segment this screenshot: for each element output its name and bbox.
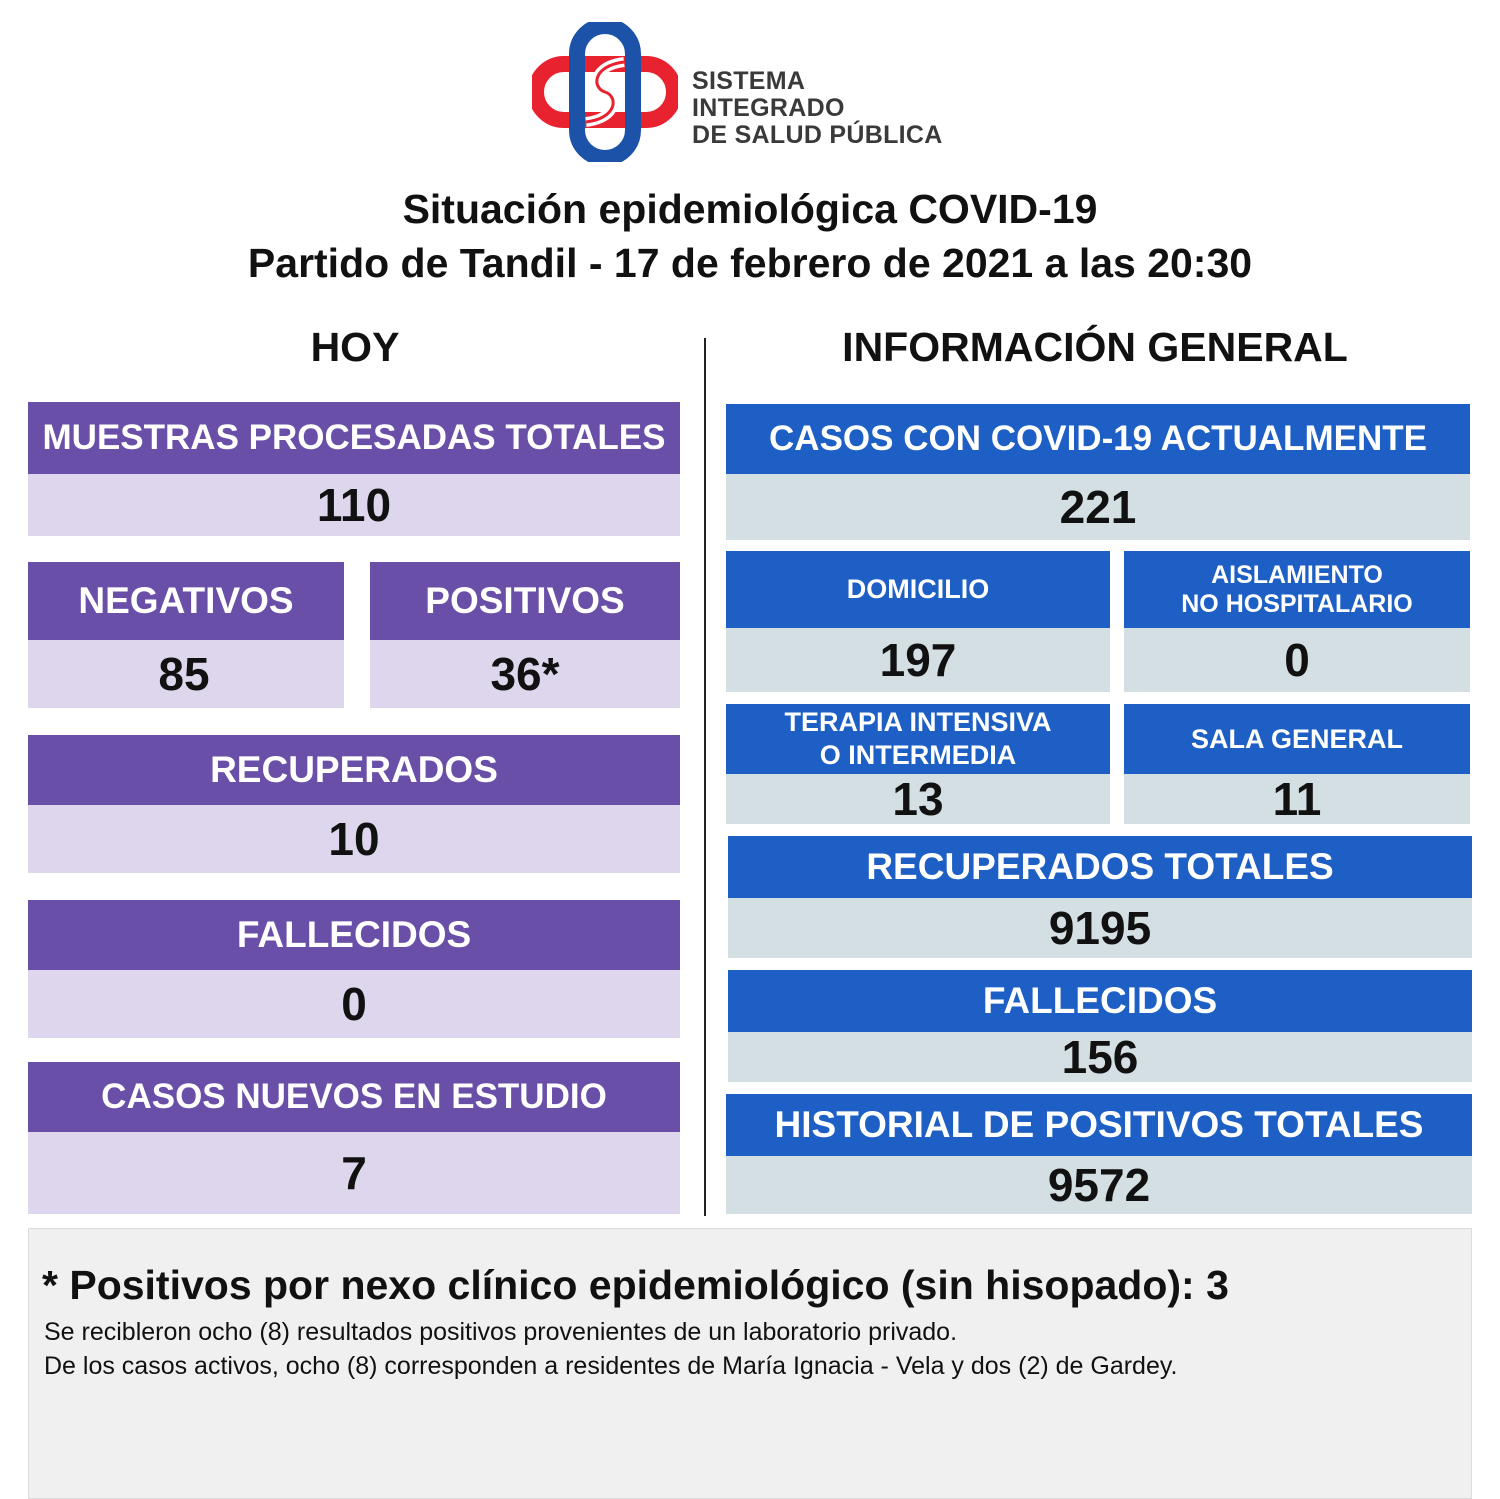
fallecidos-totales-value: 156 [728, 1031, 1472, 1083]
casos-actuales-value: 221 [726, 474, 1470, 540]
historial-header: HISTORIAL DE POSITIVOS TOTALES [726, 1094, 1472, 1156]
fallecidos-totales-header: FALLECIDOS [728, 970, 1472, 1032]
sala-general-header: SALA GENERAL [1124, 704, 1470, 774]
aislamiento-label-line2: NO HOSPITALARIO [1181, 589, 1413, 618]
terapia-label-line1: TERAPIA INTENSIVA [784, 707, 1052, 737]
notes-panel [28, 1228, 1472, 1499]
logo-line-2: DE SALUD PÚBLICA [692, 121, 943, 149]
hoy-heading: HOY [310, 324, 400, 370]
aislamiento-header: AISLAMIENTO NO HOSPITALARIO [1124, 551, 1470, 628]
note-line-1: Se recibleron ocho (8) resultados positi… [44, 1318, 958, 1346]
casos-actuales-header: CASOS CON COVID-19 ACTUALMENTE [726, 404, 1470, 474]
historial-value: 9572 [726, 1156, 1472, 1214]
aislamiento-label-line1: AISLAMIENTO [1211, 560, 1383, 589]
logo-line-1: SISTEMA INTEGRADO [692, 67, 845, 122]
domicilio-value: 197 [726, 628, 1110, 692]
casos-nuevos-header: CASOS NUEVOS EN ESTUDIO [28, 1062, 680, 1132]
muestras-value: 110 [28, 474, 680, 536]
casos-nuevos-value: 7 [28, 1132, 680, 1214]
page-title: Situación epidemiológica COVID-19 [402, 186, 1098, 232]
recuperados-header: RECUPERADOS [28, 735, 680, 805]
recuperados-totales-header: RECUPERADOS TOTALES [728, 836, 1472, 898]
terapia-value: 13 [726, 773, 1110, 825]
recuperados-value: 10 [28, 805, 680, 873]
note-main: * Positivos por nexo clínico epidemiológ… [42, 1262, 1229, 1308]
sala-general-value: 11 [1124, 773, 1470, 825]
note-line-2: De los casos activos, ocho (8) correspon… [44, 1352, 1178, 1380]
terapia-label-line2: O INTERMEDIA [819, 740, 1017, 770]
negativos-value: 85 [28, 640, 344, 708]
logo-text: SISTEMA INTEGRADO DE SALUD PÚBLICA [692, 68, 952, 149]
general-heading: INFORMACIÓN GENERAL [842, 324, 1348, 370]
muestras-header: MUESTRAS PROCESADAS TOTALES [28, 402, 680, 474]
fallecidos-hoy-value: 0 [28, 970, 680, 1038]
recuperados-totales-value: 9195 [728, 898, 1472, 958]
page-subtitle: Partido de Tandil - 17 de febrero de 202… [247, 240, 1253, 286]
health-cross-logo-icon [532, 22, 678, 162]
positivos-header: POSITIVOS [370, 562, 680, 640]
aislamiento-value: 0 [1124, 628, 1470, 692]
domicilio-header: DOMICILIO [726, 551, 1110, 628]
fallecidos-hoy-header: FALLECIDOS [28, 900, 680, 970]
positivos-value: 36* [370, 640, 680, 708]
terapia-header: TERAPIA INTENSIVA O INTERMEDIA [726, 704, 1110, 774]
column-divider [704, 338, 706, 1216]
negativos-header: NEGATIVOS [28, 562, 344, 640]
